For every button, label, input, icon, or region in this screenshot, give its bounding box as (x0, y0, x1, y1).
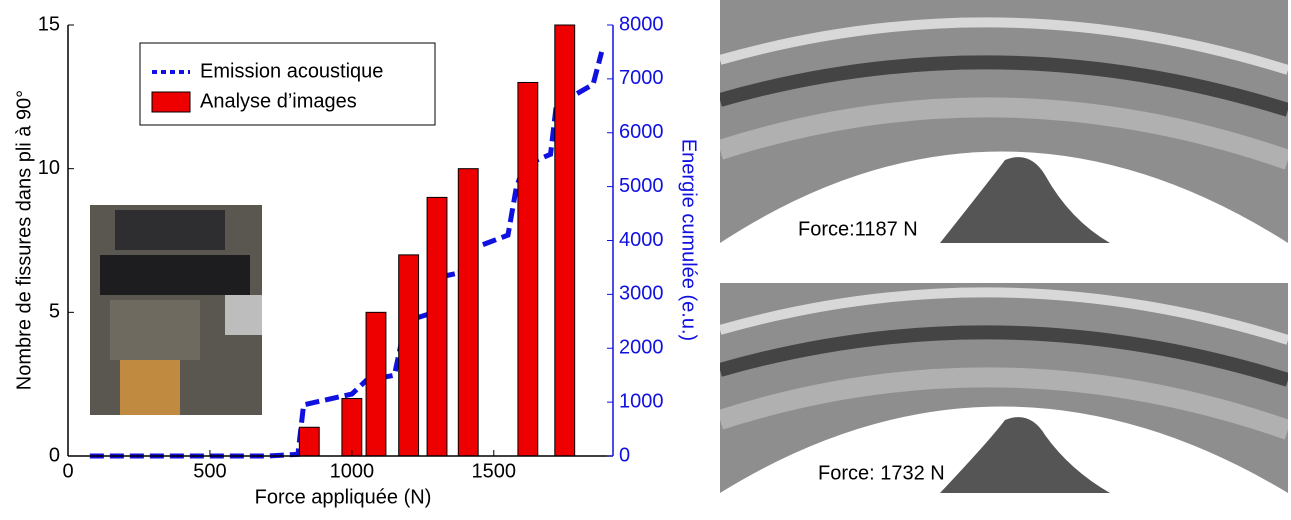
image-caption: Force: 1732 N (818, 462, 945, 484)
y2-tick-label: 1000 (619, 390, 664, 412)
x-tick-label: 1000 (330, 460, 375, 482)
micrograph-bottom (720, 283, 1288, 493)
legend-swatch (151, 91, 191, 113)
y2-tick-label: 4000 (619, 229, 664, 251)
x-tick-label: 1500 (472, 460, 517, 482)
x-tick-label: 0 (62, 460, 73, 482)
image-caption: Force:1187 N (798, 218, 918, 240)
y2-tick-label: 5000 (619, 175, 664, 197)
micrograph-top (720, 0, 1288, 243)
bar (398, 254, 420, 457)
x-tick-label: 500 (193, 460, 226, 482)
y2-axis-label: Energie cumulée (e.u.) (678, 139, 700, 341)
y-axis-label: Nombre de fissures dans pli à 90° (13, 90, 35, 390)
bar (365, 311, 387, 457)
legend-label: Analyse d’images (200, 90, 357, 112)
inset-photo (90, 205, 262, 415)
y2-tick-label: 0 (619, 444, 630, 466)
x-axis-label: Force appliquée (N) (255, 486, 432, 508)
y2-tick-label: 6000 (619, 121, 664, 143)
bar (298, 426, 320, 457)
y-tick-label: 0 (49, 444, 60, 466)
y-tick-label: 15 (38, 13, 60, 35)
y-tick-label: 5 (49, 301, 60, 323)
legend-label: Emission acoustique (200, 60, 383, 82)
bar (517, 81, 539, 457)
y-tick-label: 10 (38, 157, 60, 179)
bar (554, 24, 576, 457)
legend-box (139, 42, 436, 126)
bar (457, 168, 479, 457)
bar (426, 196, 448, 457)
y2-tick-label: 3000 (619, 283, 664, 305)
bar (341, 398, 363, 457)
y2-tick-label: 8000 (619, 13, 664, 35)
y2-tick-label: 7000 (619, 67, 664, 89)
y2-tick-label: 2000 (619, 337, 664, 359)
